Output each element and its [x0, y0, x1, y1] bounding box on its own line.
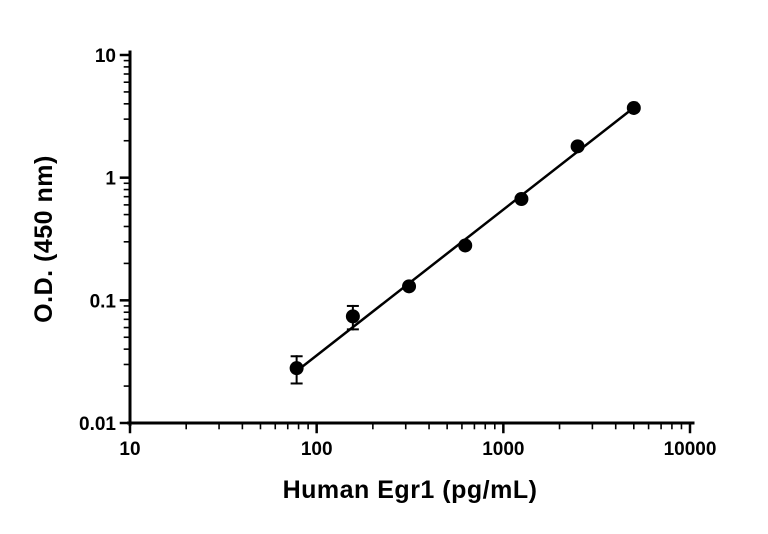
x-tick-label: 1000 [482, 439, 524, 460]
data-point-marker [345, 309, 360, 324]
x-tick-label: 100 [301, 439, 333, 460]
data-point-marker [514, 192, 529, 207]
data-point-marker [289, 361, 304, 376]
data-point-marker [570, 139, 585, 154]
y-tick-label: 10 [95, 46, 116, 67]
data-point-marker [402, 279, 417, 294]
y-tick-label: 0.01 [79, 414, 116, 435]
y-tick-label: 1 [105, 169, 116, 190]
plot-area: 10 100 1000 10000 10 1 0.1 0.01 [79, 46, 716, 460]
y-tick-label: 0.1 [90, 291, 117, 312]
x-axis-title: Human Egr1 (pg/mL) [283, 476, 538, 504]
data-point-marker [458, 238, 473, 253]
data-point-marker [626, 100, 641, 115]
x-tick-label: 10 [119, 439, 140, 460]
x-tick-label: 10000 [664, 439, 717, 460]
y-axis-title: O.D. (450 nm) [30, 155, 58, 323]
